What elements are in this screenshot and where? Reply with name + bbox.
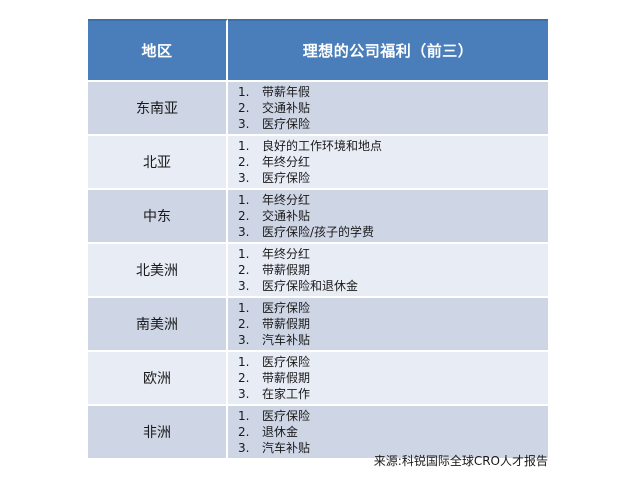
benefit-item-text: 医疗保险/孩子的学费 bbox=[262, 225, 375, 239]
table-header-row: 地区 理想的公司福利（前三） bbox=[88, 19, 548, 82]
table-row: 东南亚 1. 带薪年假 2. 交通补贴 3. 医疗保险 bbox=[88, 82, 548, 136]
benefit-item-number: 1. bbox=[238, 85, 250, 99]
benefit-list-item: 3. 医疗保险 bbox=[238, 116, 548, 132]
benefit-list-item: 3. 医疗保险/孩子的学费 bbox=[238, 224, 548, 240]
cell-benefits: 1. 带薪年假 2. 交通补贴 3. 医疗保险 bbox=[228, 82, 548, 136]
benefit-item-text: 交通补贴 bbox=[262, 101, 311, 115]
benefit-item-text: 带薪假期 bbox=[262, 317, 311, 331]
benefit-item-text: 医疗保险和退休金 bbox=[262, 279, 359, 293]
table-body: 东南亚 1. 带薪年假 2. 交通补贴 3. 医疗保险 北亚 1. 良好的工作环境和地点 2. 年终分… bbox=[88, 82, 548, 458]
benefit-item-text: 年终分红 bbox=[262, 247, 311, 261]
benefit-list-item: 2. 退休金 bbox=[238, 424, 548, 440]
source-note: 来源:科锐国际全球CRO人才报告 bbox=[373, 454, 548, 468]
benefit-list-item: 3. 汽车补贴 bbox=[238, 332, 548, 348]
benefit-item-text: 医疗保险 bbox=[262, 171, 311, 185]
benefit-list-item: 3. 在家工作 bbox=[238, 386, 548, 402]
benefit-item-text: 良好的工作环境和地点 bbox=[262, 139, 383, 153]
cell-region: 非洲 bbox=[88, 406, 228, 458]
benefit-item-number: 2. bbox=[238, 263, 250, 277]
table-row: 欧洲 1. 医疗保险 2. 带薪假期 3. 在家工作 bbox=[88, 352, 548, 406]
benefit-item-text: 汽车补贴 bbox=[262, 333, 311, 347]
benefit-list-item: 1. 医疗保险 bbox=[238, 354, 548, 370]
benefit-list-item: 1. 良好的工作环境和地点 bbox=[238, 138, 548, 154]
benefit-list: 1. 医疗保险 2. 退休金 3. 汽车补贴 bbox=[238, 408, 548, 456]
table-row: 非洲 1. 医疗保险 2. 退休金 3. 汽车补贴 bbox=[88, 406, 548, 458]
benefit-list-item: 3. 汽车补贴 bbox=[238, 440, 548, 456]
benefit-item-number: 1. bbox=[238, 409, 250, 423]
benefit-item-number: 2. bbox=[238, 425, 250, 439]
table-header: 地区 理想的公司福利（前三） bbox=[88, 19, 548, 82]
ideal-benefits-table: 地区 理想的公司福利（前三） 东南亚 1. 带薪年假 2. 交通补贴 3. 医疗保险 北亚 1.… bbox=[88, 19, 548, 458]
benefit-list-item: 1. 医疗保险 bbox=[238, 408, 548, 424]
benefit-list-item: 1. 医疗保险 bbox=[238, 300, 548, 316]
cell-benefits: 1. 年终分红 2. 带薪假期 3. 医疗保险和退休金 bbox=[228, 244, 548, 298]
benefit-item-text: 带薪假期 bbox=[262, 371, 311, 385]
benefit-item-number: 1. bbox=[238, 139, 250, 153]
benefit-item-number: 2. bbox=[238, 209, 250, 223]
benefit-item-number: 2. bbox=[238, 371, 250, 385]
benefit-item-number: 3. bbox=[238, 333, 250, 347]
benefit-item-text: 医疗保险 bbox=[262, 117, 311, 131]
benefit-list: 1. 年终分红 2. 带薪假期 3. 医疗保险和退休金 bbox=[238, 246, 548, 294]
benefit-list-item: 2. 交通补贴 bbox=[238, 100, 548, 116]
benefit-item-number: 3. bbox=[238, 279, 250, 293]
benefit-item-text: 医疗保险 bbox=[262, 355, 311, 369]
benefit-item-number: 3. bbox=[238, 441, 250, 455]
cell-benefits: 1. 年终分红 2. 交通补贴 3. 医疗保险/孩子的学费 bbox=[228, 190, 548, 244]
benefit-list-item: 2. 带薪假期 bbox=[238, 262, 548, 278]
benefit-list-item: 3. 医疗保险和退休金 bbox=[238, 278, 548, 294]
benefit-item-number: 2. bbox=[238, 101, 250, 115]
benefit-item-number: 2. bbox=[238, 317, 250, 331]
cell-region: 北美洲 bbox=[88, 244, 228, 298]
benefit-list: 1. 医疗保险 2. 带薪假期 3. 汽车补贴 bbox=[238, 300, 548, 348]
benefit-item-text: 退休金 bbox=[262, 425, 299, 439]
benefit-list: 1. 年终分红 2. 交通补贴 3. 医疗保险/孩子的学费 bbox=[238, 192, 548, 240]
table-row: 中东 1. 年终分红 2. 交通补贴 3. 医疗保险/孩子的学费 bbox=[88, 190, 548, 244]
column-header-benefits: 理想的公司福利（前三） bbox=[228, 19, 548, 82]
benefit-list-item: 3. 医疗保险 bbox=[238, 170, 548, 186]
cell-benefits: 1. 良好的工作环境和地点 2. 年终分红 3. 医疗保险 bbox=[228, 136, 548, 190]
benefit-item-text: 医疗保险 bbox=[262, 409, 311, 423]
table-row: 北亚 1. 良好的工作环境和地点 2. 年终分红 3. 医疗保险 bbox=[88, 136, 548, 190]
benefit-list: 1. 带薪年假 2. 交通补贴 3. 医疗保险 bbox=[238, 84, 548, 132]
benefit-item-text: 带薪假期 bbox=[262, 263, 311, 277]
column-header-region: 地区 bbox=[88, 19, 228, 82]
benefit-item-text: 在家工作 bbox=[262, 387, 311, 401]
benefit-list-item: 2. 交通补贴 bbox=[238, 208, 548, 224]
benefit-item-number: 3. bbox=[238, 387, 250, 401]
benefit-list-item: 2. 带薪假期 bbox=[238, 316, 548, 332]
cell-benefits: 1. 医疗保险 2. 带薪假期 3. 在家工作 bbox=[228, 352, 548, 406]
benefit-list-item: 1. 年终分红 bbox=[238, 246, 548, 262]
benefit-item-number: 3. bbox=[238, 117, 250, 131]
benefit-list-item: 2. 带薪假期 bbox=[238, 370, 548, 386]
benefit-list-item: 1. 年终分红 bbox=[238, 192, 548, 208]
benefit-item-number: 1. bbox=[238, 355, 250, 369]
benefit-item-text: 带薪年假 bbox=[262, 85, 311, 99]
benefit-item-text: 交通补贴 bbox=[262, 209, 311, 223]
cell-region: 北亚 bbox=[88, 136, 228, 190]
benefit-item-number: 1. bbox=[238, 247, 250, 261]
table-row: 北美洲 1. 年终分红 2. 带薪假期 3. 医疗保险和退休金 bbox=[88, 244, 548, 298]
benefit-list: 1. 医疗保险 2. 带薪假期 3. 在家工作 bbox=[238, 354, 548, 402]
cell-region: 东南亚 bbox=[88, 82, 228, 136]
cell-region: 欧洲 bbox=[88, 352, 228, 406]
table-row: 南美洲 1. 医疗保险 2. 带薪假期 3. 汽车补贴 bbox=[88, 298, 548, 352]
benefit-item-text: 年终分红 bbox=[262, 193, 311, 207]
benefit-item-number: 3. bbox=[238, 225, 250, 239]
benefit-list-item: 1. 带薪年假 bbox=[238, 84, 548, 100]
benefit-item-number: 1. bbox=[238, 193, 250, 207]
benefit-item-number: 2. bbox=[238, 155, 250, 169]
benefit-item-text: 医疗保险 bbox=[262, 301, 311, 315]
benefit-item-number: 1. bbox=[238, 301, 250, 315]
cell-benefits: 1. 医疗保险 2. 退休金 3. 汽车补贴 bbox=[228, 406, 548, 458]
cell-benefits: 1. 医疗保险 2. 带薪假期 3. 汽车补贴 bbox=[228, 298, 548, 352]
cell-region: 中东 bbox=[88, 190, 228, 244]
benefit-list: 1. 良好的工作环境和地点 2. 年终分红 3. 医疗保险 bbox=[238, 138, 548, 186]
cell-region: 南美洲 bbox=[88, 298, 228, 352]
benefit-item-text: 年终分红 bbox=[262, 155, 311, 169]
benefit-list-item: 2. 年终分红 bbox=[238, 154, 548, 170]
benefit-item-text: 汽车补贴 bbox=[262, 441, 311, 455]
benefit-item-number: 3. bbox=[238, 171, 250, 185]
